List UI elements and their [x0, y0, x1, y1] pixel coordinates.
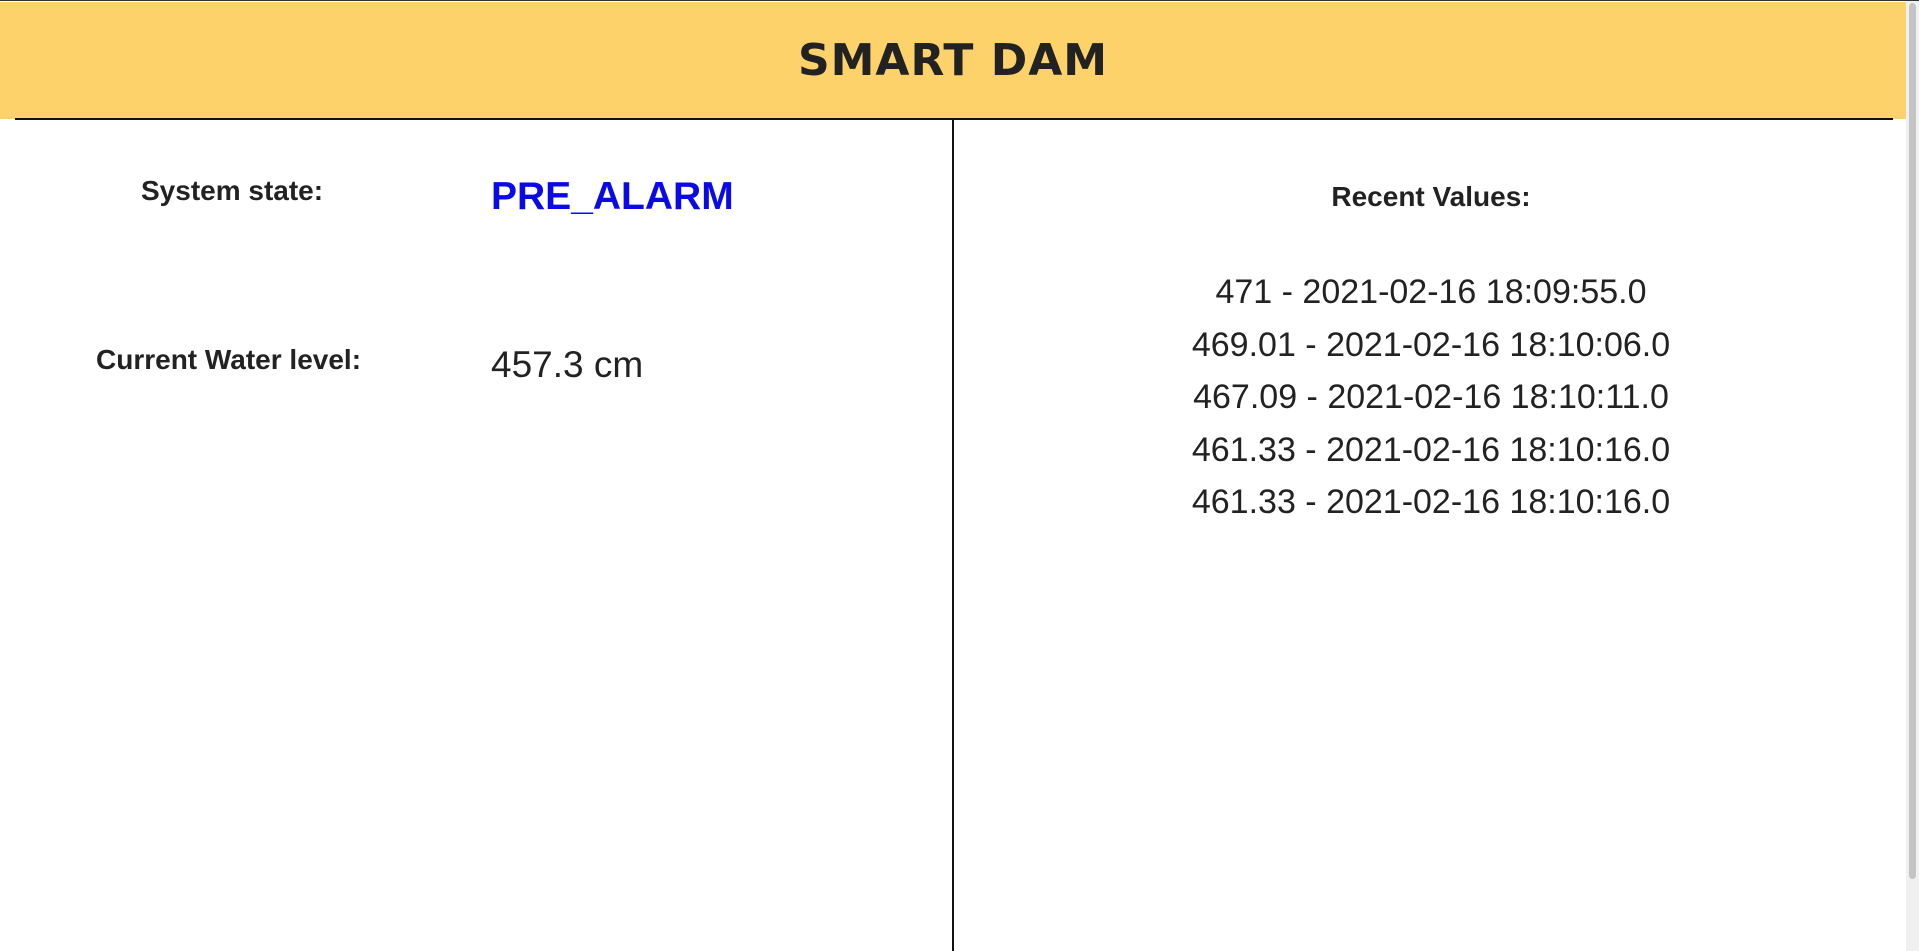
- header-bar: SMART DAM: [0, 2, 1906, 119]
- scrollbar-thumb[interactable]: [1909, 3, 1916, 879]
- column-divider: [952, 120, 954, 951]
- recent-value-item: 467.09 - 2021-02-16 18:10:11.0: [1193, 378, 1669, 416]
- recent-values-title: Recent Values:: [1331, 181, 1531, 212]
- system-state-value: PRE_ALARM: [491, 175, 734, 218]
- header-divider: [15, 118, 1893, 120]
- recent-values-list: 471 - 2021-02-16 18:09:55.0 469.01 - 202…: [956, 269, 1906, 532]
- recent-value-item: 461.33 - 2021-02-16 18:10:16.0: [1191, 430, 1671, 469]
- recent-value-item: 471 - 2021-02-16 18:09:55.0: [1215, 273, 1647, 311]
- page-title: SMART DAM: [797, 35, 1109, 86]
- system-state-label: System state:: [141, 175, 324, 206]
- recent-value-item: 461.33 - 2021-02-16 18:10:16.0: [1191, 483, 1671, 521]
- water-level-value: 457.3 cm: [491, 344, 644, 385]
- water-level-label: Current Water level:: [96, 344, 362, 375]
- vertical-scrollbar[interactable]: [1906, 1, 1919, 951]
- recent-value-item: 469.01 - 2021-02-16 18:10:06.0: [1191, 325, 1671, 364]
